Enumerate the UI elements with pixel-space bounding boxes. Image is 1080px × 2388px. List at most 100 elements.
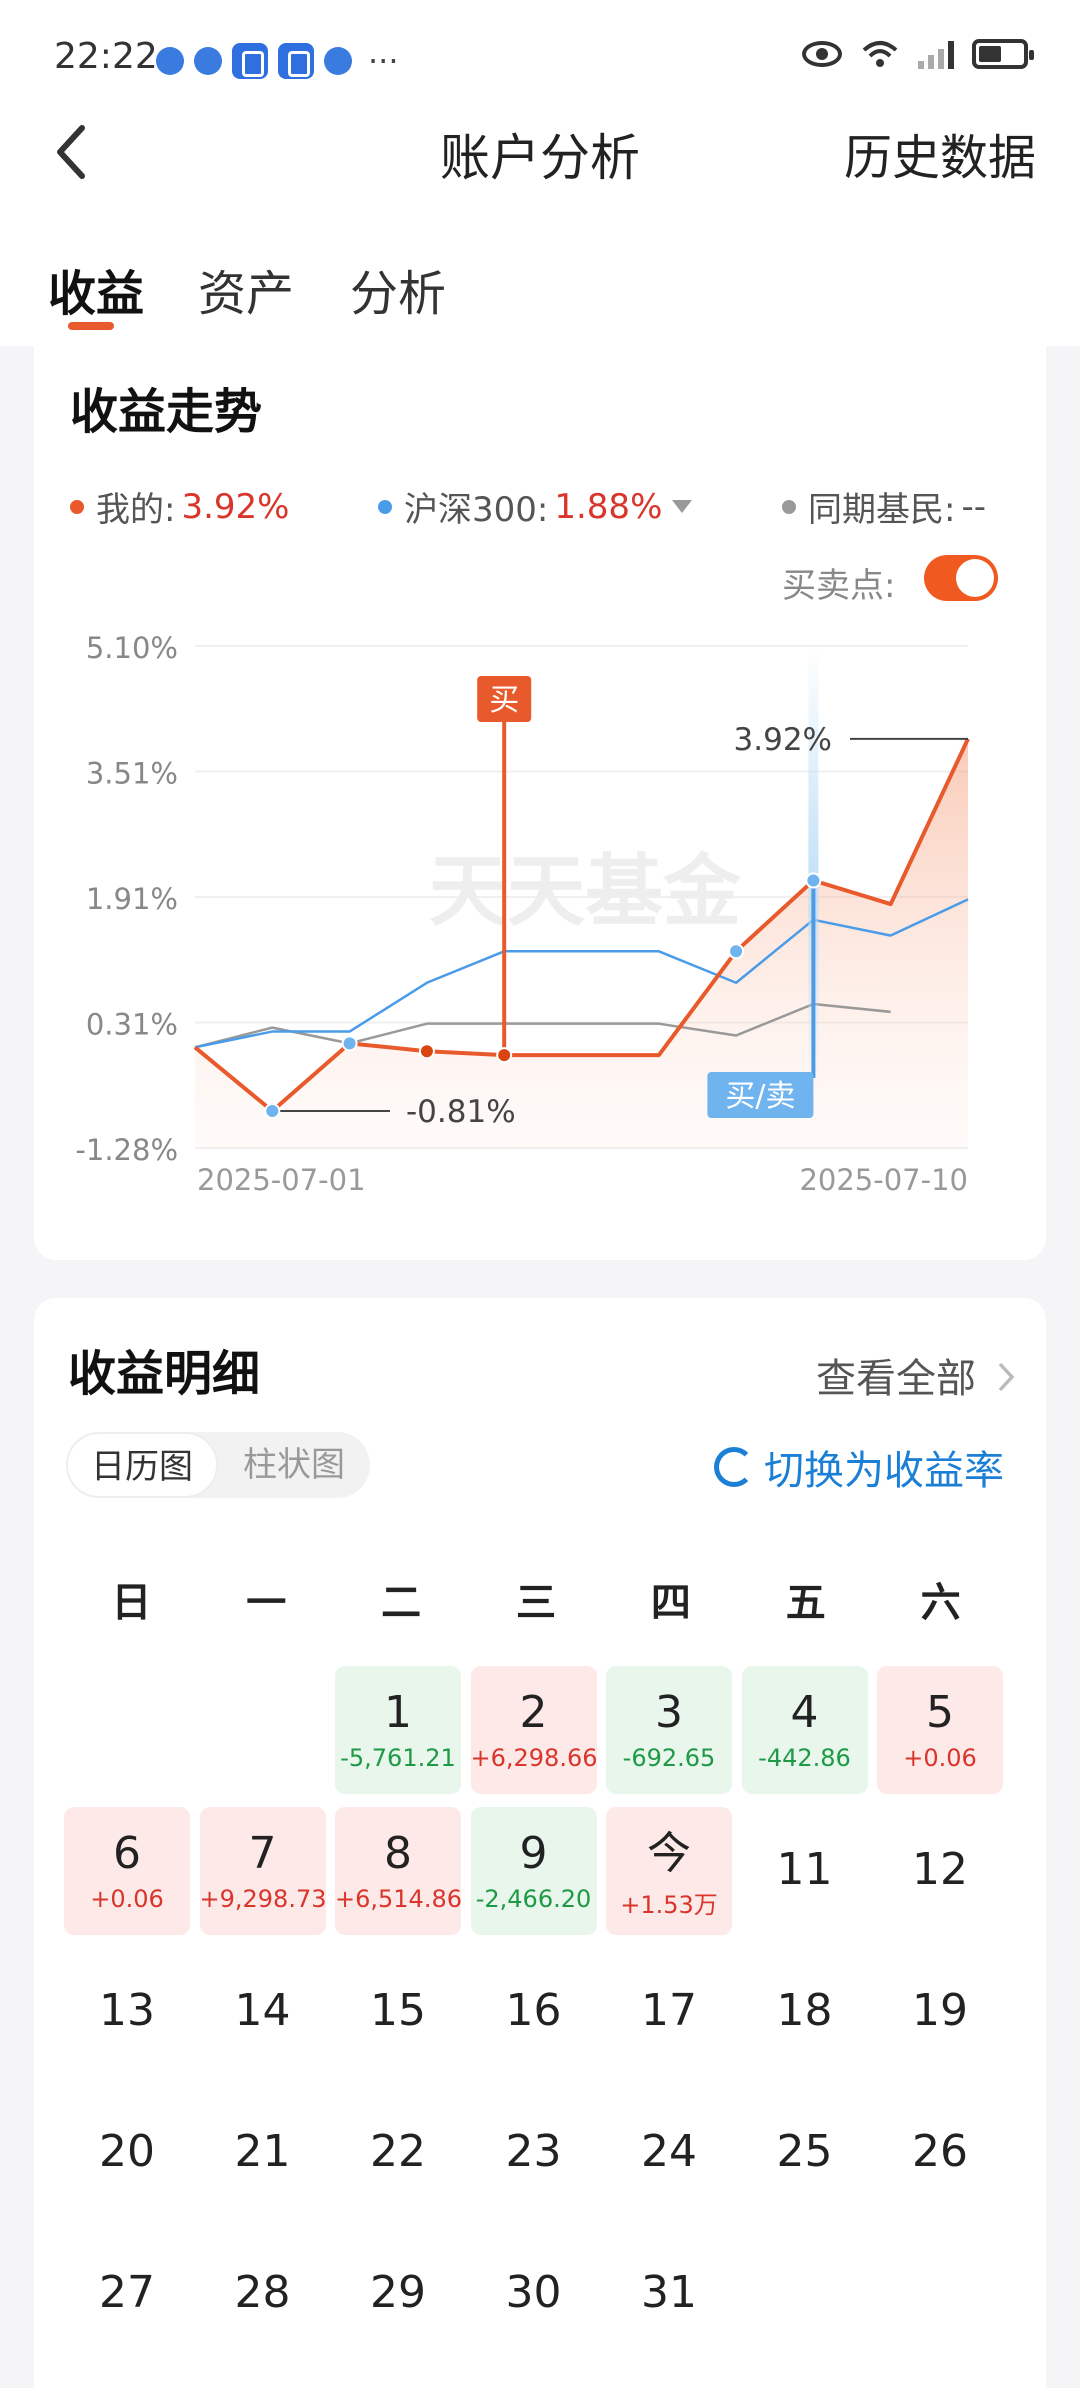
calendar-day[interactable]: 2 +6,298.66 xyxy=(470,1666,597,1794)
max-value-label: 3.92% xyxy=(734,722,832,758)
series-point-mine[interactable] xyxy=(418,1043,435,1060)
view-all-label: 查看全部 xyxy=(816,1356,976,1402)
signal-icon xyxy=(918,39,954,69)
notification-icons: ··· xyxy=(156,42,399,80)
calendar-day[interactable]: 1 -5,761.21 xyxy=(335,1666,461,1794)
y-tick-label: 0.31% xyxy=(86,1008,178,1042)
app-notification-icon xyxy=(194,47,222,75)
weekday-header: 日一二三四五六 xyxy=(64,1570,1008,1628)
calendar-day[interactable]: 今 +1.53万 xyxy=(606,1807,732,1935)
day-number: 14 xyxy=(234,1985,291,2036)
calendar-day[interactable]: 28 xyxy=(200,2230,326,2358)
y-tick-label: 5.10% xyxy=(86,631,178,665)
calendar-day[interactable]: 5 +0.06 xyxy=(877,1666,1003,1794)
calendar-day[interactable]: 14 xyxy=(200,1948,326,2076)
day-profit: -2,466.20 xyxy=(475,1885,592,1913)
series-point-mine[interactable] xyxy=(496,1047,513,1064)
calendar-day[interactable]: 27 xyxy=(64,2230,190,2358)
day-number: 1 xyxy=(384,1687,412,1738)
calendar-day[interactable]: 13 xyxy=(64,1948,190,2076)
day-number: 15 xyxy=(370,1985,426,2036)
calendar-day[interactable]: 22 xyxy=(335,2089,461,2217)
weekday-label: 五 xyxy=(785,1580,826,1626)
view-all-link[interactable]: 查看全部 xyxy=(816,1346,1017,1404)
series-point-mine[interactable] xyxy=(264,1103,281,1120)
legend-mine[interactable]: 我的: 3.92% xyxy=(70,482,289,531)
tab-bar xyxy=(0,240,1080,346)
day-number: 6 xyxy=(113,1828,141,1879)
buy-sell-toggle[interactable] xyxy=(924,555,998,601)
tab-analysis[interactable]: 分析 xyxy=(350,266,447,322)
bar-view-button[interactable]: 柱状图 xyxy=(243,1445,345,1485)
weekday-label: 日 xyxy=(111,1580,152,1626)
calendar-day[interactable]: 24 xyxy=(606,2089,732,2217)
buy-tag[interactable] xyxy=(477,676,532,722)
series-point-mine[interactable] xyxy=(341,1035,358,1052)
series-point-mine[interactable] xyxy=(805,872,822,889)
legend-label: 沪深300: xyxy=(404,490,549,530)
series-line-hs300[interactable] xyxy=(194,898,969,1049)
legend-dot xyxy=(70,499,84,514)
legend-dot xyxy=(378,499,392,514)
calendar-day[interactable]: 17 xyxy=(606,1948,732,2076)
earnings-trend-chart[interactable]: 5.10% 3.51% 1.91% 0.31% -1.28% 天天基金 2025-07-… xyxy=(0,0,1080,1260)
series-line-mine[interactable] xyxy=(193,737,970,1114)
calendar-day[interactable]: 12 xyxy=(877,1807,1003,1935)
history-data-link[interactable]: 历史数据 xyxy=(843,130,1036,186)
calendar-day[interactable]: 25 xyxy=(742,2089,868,2217)
series-line-peers[interactable] xyxy=(194,1002,891,1049)
weekday-label: 六 xyxy=(920,1580,961,1626)
app-notification-icon xyxy=(324,47,352,75)
day-number: 23 xyxy=(505,2126,562,2177)
y-tick-label: -1.28% xyxy=(75,1133,178,1167)
day-profit: +1.53万 xyxy=(620,1891,718,1919)
calendar-day[interactable]: 9 -2,466.20 xyxy=(470,1807,597,1935)
day-number: 28 xyxy=(234,2267,291,2318)
series-area-mine xyxy=(195,738,968,1148)
calendar-day[interactable]: 23 xyxy=(471,2089,597,2217)
day-number: 22 xyxy=(370,2126,426,2177)
calendar-day[interactable]: 26 xyxy=(877,2089,1003,2217)
calendar-day[interactable]: 8 +6,514.86 xyxy=(335,1807,462,1935)
calendar-view-button[interactable]: 日历图 xyxy=(66,1432,218,1498)
calendar-day[interactable]: 16 xyxy=(471,1948,597,2076)
day-number: 30 xyxy=(505,2267,562,2318)
calendar-day[interactable]: 7 +9,298.73 xyxy=(199,1807,326,1935)
y-tick-label: 1.91% xyxy=(86,882,178,916)
calendar-day[interactable]: 3 -692.65 xyxy=(606,1666,732,1794)
calendar-day[interactable]: 6 +0.06 xyxy=(64,1807,190,1935)
calendar-day[interactable]: 21 xyxy=(200,2089,326,2217)
calendar-day[interactable]: 4 -442.86 xyxy=(741,1666,868,1794)
calendar-day[interactable]: 29 xyxy=(335,2230,461,2358)
x-tick-label: 2025-07-10 xyxy=(799,1163,968,1197)
calendar-day[interactable]: 11 xyxy=(742,1807,868,1935)
y-tick-label: 3.51% xyxy=(86,757,178,791)
day-number: 5 xyxy=(926,1687,954,1738)
buy-sell-highlight xyxy=(808,646,819,1086)
calendar-day[interactable]: 15 xyxy=(335,1948,461,2076)
day-profit: -5,761.21 xyxy=(340,1744,456,1772)
day-number: 12 xyxy=(912,1844,968,1895)
tab-earnings[interactable]: 收益 xyxy=(48,266,145,322)
refresh-icon xyxy=(714,1447,754,1487)
weekday-label: 四 xyxy=(650,1580,691,1626)
calendar-day[interactable]: 31 xyxy=(606,2230,732,2358)
status-time: 22:22 xyxy=(54,36,158,77)
back-arrow-icon[interactable] xyxy=(52,122,92,182)
calendar-day[interactable]: 18 xyxy=(742,1948,868,2076)
legend-hs300[interactable]: 沪深300: 1.88% xyxy=(378,482,693,531)
toggle-knob xyxy=(956,559,994,597)
legend-peers[interactable]: 同期基民: -- xyxy=(782,482,986,531)
calendar-day[interactable]: 19 xyxy=(877,1948,1003,2076)
x-tick-label: 2025-07-01 xyxy=(197,1163,366,1197)
switch-to-rate-button[interactable]: 切换为收益率 xyxy=(714,1438,1004,1496)
legend-value: 3.92% xyxy=(181,486,290,527)
buy-sell-tag[interactable] xyxy=(707,1072,814,1118)
series-point-mine[interactable] xyxy=(728,943,745,960)
calendar-day[interactable]: 20 xyxy=(64,2089,190,2217)
app-notification-icon xyxy=(156,47,184,75)
calendar-day[interactable]: 30 xyxy=(471,2230,597,2358)
dropdown-triangle-icon[interactable] xyxy=(672,500,693,513)
tab-assets[interactable]: 资产 xyxy=(198,266,295,322)
day-number: 19 xyxy=(912,1985,968,2036)
